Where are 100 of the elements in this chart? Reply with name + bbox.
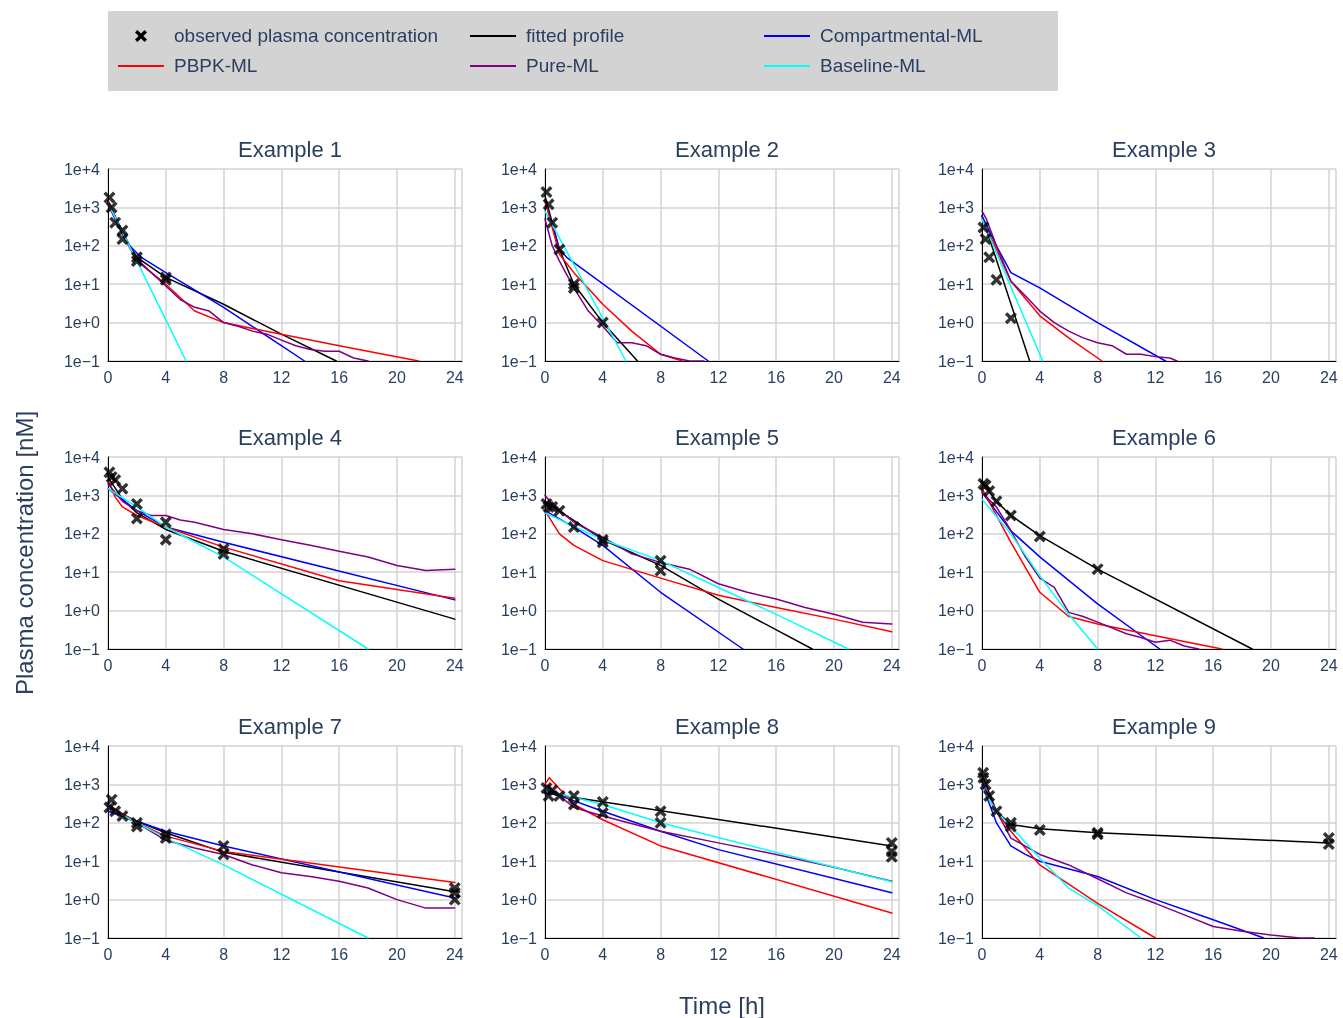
y-tick-label: 1e+2 bbox=[63, 814, 101, 832]
x-tick-label: 12 bbox=[1146, 656, 1165, 674]
x-tick-label: 4 bbox=[598, 656, 608, 674]
x-tick-label: 0 bbox=[540, 656, 550, 674]
y-tick-label: 1e+4 bbox=[937, 737, 975, 755]
x-tick-label: 20 bbox=[825, 945, 843, 963]
y-tick-label: 1e+4 bbox=[937, 448, 975, 466]
x-tick-label: 8 bbox=[656, 656, 666, 674]
x-tick-label: 24 bbox=[882, 945, 901, 963]
chart-title: Example 1 bbox=[238, 136, 342, 162]
x-tick-label: 16 bbox=[1204, 945, 1223, 963]
chart-title: Example 8 bbox=[675, 713, 779, 739]
y-tick-label: 1e+3 bbox=[500, 775, 538, 793]
y-tick-label: 1e+3 bbox=[500, 198, 538, 216]
y-tick-label: 1e+0 bbox=[937, 891, 975, 909]
x-tick-label: 8 bbox=[656, 945, 666, 963]
x-tick-label: 4 bbox=[1035, 368, 1045, 386]
y-tick-label: 1e−1 bbox=[63, 640, 101, 658]
x-tick-label: 8 bbox=[656, 368, 666, 386]
chart-title: Example 3 bbox=[1112, 136, 1216, 162]
chart-title: Example 7 bbox=[238, 713, 342, 739]
legend-label: PBPK-ML bbox=[174, 55, 258, 77]
x-tick-label: 24 bbox=[1319, 368, 1338, 386]
x-tick-label: 4 bbox=[1035, 945, 1045, 963]
x-tick-label: 20 bbox=[825, 368, 843, 386]
x-tick-label: 0 bbox=[540, 368, 550, 386]
x-tick-label: 0 bbox=[103, 368, 113, 386]
x-tick-label: 24 bbox=[445, 945, 464, 963]
y-tick-label: 1e+0 bbox=[500, 314, 538, 332]
legend-label: observed plasma concentration bbox=[174, 25, 439, 47]
legend-label: Compartmental-ML bbox=[820, 25, 983, 47]
x-tick-label: 24 bbox=[1319, 945, 1338, 963]
chart-title: Example 5 bbox=[675, 424, 779, 450]
x-tick-label: 0 bbox=[977, 368, 987, 386]
x-tick-label: 24 bbox=[882, 368, 901, 386]
y-tick-label: 1e+3 bbox=[63, 775, 101, 793]
y-tick-label: 1e+4 bbox=[500, 737, 538, 755]
y-tick-label: 1e+0 bbox=[500, 602, 538, 620]
x-tick-label: 16 bbox=[330, 945, 349, 963]
y-tick-label: 1e+1 bbox=[63, 852, 101, 870]
y-tick-label: 1e+0 bbox=[63, 314, 101, 332]
y-tick-label: 1e+1 bbox=[500, 275, 538, 293]
x-tick-label: 16 bbox=[330, 368, 349, 386]
y-tick-label: 1e+4 bbox=[63, 160, 101, 178]
y-tick-label: 1e+0 bbox=[937, 314, 975, 332]
x-tick-label: 8 bbox=[219, 945, 229, 963]
x-tick-label: 0 bbox=[977, 945, 987, 963]
x-tick-label: 16 bbox=[767, 945, 786, 963]
legend-label: fitted profile bbox=[526, 25, 625, 47]
x-tick-label: 8 bbox=[219, 368, 229, 386]
chart-title: Example 2 bbox=[675, 136, 779, 162]
x-tick-label: 20 bbox=[825, 656, 843, 674]
x-tick-label: 16 bbox=[1204, 368, 1223, 386]
x-tick-label: 4 bbox=[161, 945, 171, 963]
y-tick-label: 1e+1 bbox=[937, 563, 975, 581]
y-tick-label: 1e−1 bbox=[937, 352, 975, 370]
y-tick-label: 1e+0 bbox=[63, 891, 101, 909]
x-tick-label: 4 bbox=[598, 368, 608, 386]
x-tick-label: 12 bbox=[709, 945, 728, 963]
x-tick-label: 16 bbox=[330, 656, 349, 674]
y-tick-label: 1e−1 bbox=[500, 929, 538, 947]
legend-label: Pure-ML bbox=[526, 55, 599, 77]
x-tick-label: 8 bbox=[1093, 945, 1103, 963]
x-tick-label: 4 bbox=[598, 945, 608, 963]
x-tick-label: 12 bbox=[272, 368, 291, 386]
chart-title: Example 4 bbox=[238, 424, 342, 450]
x-tick-label: 0 bbox=[977, 656, 987, 674]
chart-title: Example 6 bbox=[1112, 424, 1216, 450]
x-tick-label: 20 bbox=[388, 368, 406, 386]
y-tick-label: 1e−1 bbox=[937, 929, 975, 947]
y-tick-label: 1e+1 bbox=[500, 563, 538, 581]
x-tick-label: 12 bbox=[272, 945, 291, 963]
x-tick-label: 0 bbox=[103, 656, 113, 674]
x-tick-label: 20 bbox=[1262, 368, 1280, 386]
x-tick-label: 8 bbox=[1093, 368, 1103, 386]
y-tick-label: 1e+3 bbox=[500, 486, 538, 504]
y-tick-label: 1e−1 bbox=[63, 352, 101, 370]
legend-label: Baseline-ML bbox=[820, 55, 926, 77]
y-axis-title: Plasma concentration [nM] bbox=[11, 410, 39, 696]
x-tick-label: 16 bbox=[1204, 656, 1223, 674]
y-tick-label: 1e+0 bbox=[937, 602, 975, 620]
y-tick-label: 1e+1 bbox=[500, 852, 538, 870]
x-tick-label: 20 bbox=[1262, 656, 1280, 674]
x-tick-label: 0 bbox=[540, 945, 550, 963]
y-tick-label: 1e+2 bbox=[63, 237, 101, 255]
y-tick-label: 1e+4 bbox=[937, 160, 975, 178]
x-tick-label: 0 bbox=[103, 945, 113, 963]
y-tick-label: 1e+2 bbox=[937, 525, 975, 543]
y-tick-label: 1e+1 bbox=[63, 275, 101, 293]
y-tick-label: 1e+2 bbox=[937, 814, 975, 832]
y-tick-label: 1e+4 bbox=[500, 448, 538, 466]
x-tick-label: 8 bbox=[219, 656, 229, 674]
y-tick-label: 1e+4 bbox=[63, 737, 101, 755]
x-tick-label: 8 bbox=[1093, 656, 1103, 674]
y-tick-label: 1e+1 bbox=[63, 563, 101, 581]
y-tick-label: 1e+1 bbox=[937, 852, 975, 870]
x-tick-label: 24 bbox=[882, 656, 901, 674]
y-tick-label: 1e+2 bbox=[500, 237, 538, 255]
y-tick-label: 1e+4 bbox=[63, 448, 101, 466]
y-tick-label: 1e+3 bbox=[937, 486, 975, 504]
